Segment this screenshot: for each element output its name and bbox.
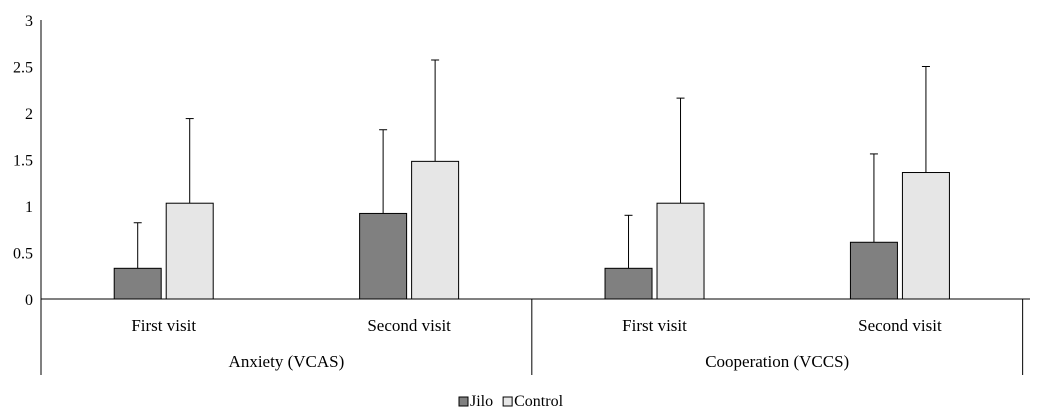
bar-jilo	[359, 212, 408, 300]
y-axis-ticks: 0 0.5 1 1.5 2 2.5 3	[13, 13, 33, 309]
x-category-label: First visit	[622, 316, 687, 335]
y-tick-label: 1.5	[13, 153, 33, 170]
bar-jilo	[113, 267, 162, 300]
bar-control	[165, 202, 214, 300]
x-category-label: Second visit	[367, 316, 451, 335]
y-tick-label: 2	[25, 106, 33, 123]
x-category-label: Second visit	[858, 316, 942, 335]
y-tick-label: 1	[25, 199, 33, 216]
x-group-label: Anxiety (VCAS)	[229, 352, 345, 371]
y-tick-label: 0.5	[13, 246, 33, 263]
x-axis-category-labels: First visit Second visit First visit Second…	[131, 316, 942, 335]
y-tick-label: 3	[25, 13, 33, 30]
bar-control	[901, 172, 950, 300]
bars	[113, 160, 950, 300]
x-category-label: First visit	[131, 316, 196, 335]
x-axis-group-labels: Anxiety (VCAS) Cooperation (VCCS)	[40, 299, 1024, 375]
error-bars	[133, 59, 930, 269]
legend-label-control: Control	[514, 393, 563, 410]
y-tick-label: 0	[25, 292, 33, 309]
bar-control	[656, 202, 705, 300]
x-group-label: Cooperation (VCCS)	[705, 352, 849, 371]
legend-label-jilo: Jilo	[470, 393, 493, 410]
legend-swatch-jilo	[458, 396, 469, 407]
bar-jilo	[604, 267, 653, 300]
y-tick-label: 2.5	[13, 60, 33, 77]
legend-swatch-control	[502, 396, 513, 407]
bar-control	[411, 160, 460, 300]
bar-jilo	[849, 241, 898, 300]
legend: Jilo Control	[458, 393, 564, 410]
